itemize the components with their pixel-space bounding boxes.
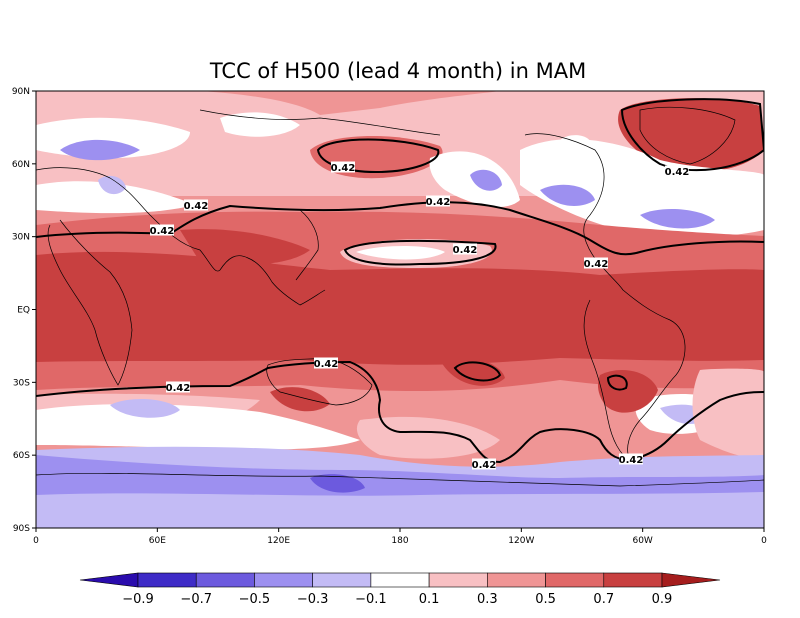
contour-label-bg — [453, 243, 477, 255]
colorbar-tick-label: −0.9 — [122, 592, 154, 607]
field-subtrop-white — [356, 246, 445, 260]
field-blue-sindian — [110, 398, 180, 418]
lon-tick-label: 0 — [761, 536, 767, 546]
colorbar-segment — [370, 572, 430, 588]
contour-greenland — [620, 98, 764, 172]
field-arctic — [36, 91, 500, 115]
colorbar-tick-label: −0.7 — [180, 592, 212, 607]
colorbar-tick-label: −0.1 — [355, 592, 387, 607]
contour-label: 0.42 — [331, 163, 356, 174]
contour-label-bg — [314, 357, 338, 369]
colorbar-segment — [312, 572, 372, 588]
colorbar-tick-label: −0.3 — [297, 592, 329, 607]
coast-antarctica — [36, 472, 764, 487]
field-antarctic-deep — [310, 474, 365, 493]
contour-label: 0.42 — [150, 226, 175, 237]
contour-label: 0.42 — [619, 455, 644, 466]
contour-label-bg — [150, 224, 174, 236]
colorbar-segment — [137, 572, 197, 588]
colorbar-segment — [603, 572, 663, 588]
colorbar-segment — [545, 572, 605, 588]
lat-tick-label: 90S — [13, 524, 30, 534]
colorbar-tick-label: 0.3 — [477, 592, 498, 607]
lat-tick-label: EQ — [17, 306, 30, 316]
field-antarctic-cap — [36, 492, 764, 528]
contour-label: 0.42 — [184, 201, 209, 212]
contour-south-subtropics — [36, 360, 764, 464]
contour-label-bg — [166, 381, 190, 393]
map-panel — [36, 91, 764, 528]
lon-tick-label: 120W — [508, 536, 534, 546]
field-blue-europe — [60, 139, 140, 161]
colorbar-tick-label: 0.9 — [652, 592, 673, 607]
lon-tick-label: 0 — [33, 536, 39, 546]
field-pink-satl — [692, 368, 764, 460]
lon-tick-label: 120E — [267, 536, 290, 546]
lat-tick-label: 30N — [12, 233, 30, 243]
contour-label: 0.42 — [314, 359, 339, 370]
contour-label: 0.42 — [665, 167, 690, 178]
contour-spac-oval — [453, 361, 502, 382]
lon-tick-label: 60E — [149, 536, 166, 546]
field-blue-eatl — [640, 208, 715, 229]
colorbar-min-arrow — [79, 572, 139, 588]
field-samerica-high — [597, 370, 658, 413]
field-pink-spac — [356, 416, 500, 459]
field-equatorial-core — [36, 251, 764, 365]
lon-tick-label: 60W — [632, 536, 652, 546]
contour-npac-oval — [343, 239, 497, 266]
field-blue-npac — [470, 169, 502, 191]
coast-africa — [47, 219, 133, 386]
colorbar-segment — [428, 572, 488, 588]
contour-label-bg — [665, 165, 689, 177]
field-blue-natl — [540, 184, 595, 206]
field-white-mideast — [36, 181, 195, 214]
contour-label: 0.42 — [426, 197, 451, 208]
contour-label: 0.42 — [453, 245, 478, 256]
colorbar-tick-label: 0.1 — [419, 592, 440, 607]
colorbar-tick-label: 0.5 — [535, 592, 556, 607]
colorbar-max-arrow — [661, 572, 721, 588]
contour-label-bg — [584, 257, 608, 269]
field-white-atlantic — [520, 139, 764, 238]
colorbar-segment — [487, 572, 546, 588]
field-india-high — [180, 229, 310, 266]
field-blue-caspian — [98, 175, 126, 195]
field-spac-high — [440, 356, 505, 386]
latitude-axis: 90N 60N 30N EQ 30S 60S 90S — [12, 87, 36, 534]
lat-tick-label: 60N — [12, 160, 30, 170]
colorbar-segment — [195, 572, 255, 588]
coast-arctic — [199, 109, 441, 136]
longitude-axis: 0 60E 120E 180 120W 60W 0 — [33, 528, 767, 546]
field-south-white-w — [36, 404, 360, 450]
contour-label: 0.42 — [472, 460, 497, 471]
coastlines — [36, 106, 764, 487]
contour-label: 0.42 — [166, 383, 191, 394]
colorbar-tick-label: 0.7 — [593, 592, 614, 607]
coast-eurasia-south — [36, 167, 326, 306]
contour-labels: 0.42 0.42 0.42 0.42 0.42 0.42 0.42 0.42 0.42 0.42… — [150, 161, 690, 471]
lat-tick-label: 30S — [13, 378, 30, 388]
coast-greenland — [639, 106, 736, 165]
contour-label-bg — [472, 458, 496, 470]
field-white-siberia — [220, 112, 300, 137]
lon-tick-label: 180 — [391, 536, 408, 546]
contour-label-bg — [426, 195, 450, 207]
coast-east-asia — [295, 209, 319, 281]
map-title: TCC of H500 (lead 4 month) in MAM — [209, 59, 586, 83]
coast-americas — [524, 133, 686, 461]
colorbar-segment — [254, 572, 313, 588]
colorbar: −0.9 −0.7 −0.5 −0.3 −0.1 0.1 0.3 0.5 0.7 0.9 — [79, 572, 721, 607]
contour-samerica-oval — [606, 374, 628, 391]
lat-tick-label: 60S — [13, 451, 30, 461]
contour-label-bg — [331, 161, 355, 173]
contour-label-bg — [619, 453, 643, 465]
lat-tick-label: 90N — [12, 87, 30, 97]
colorbar-tick-label: −0.5 — [239, 592, 271, 607]
contour-label: 0.42 — [584, 259, 609, 270]
contour-label-bg — [184, 199, 208, 211]
